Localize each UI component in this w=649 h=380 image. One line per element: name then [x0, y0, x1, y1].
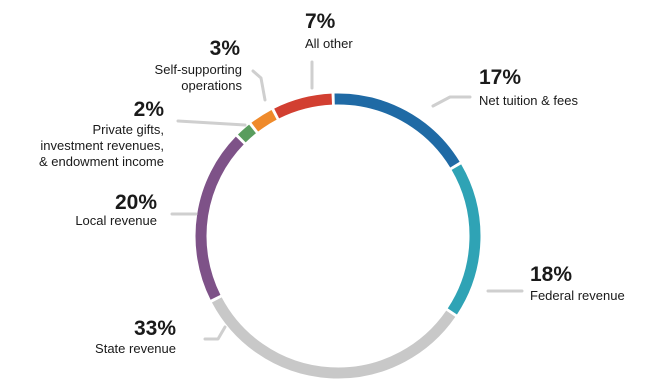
slice-label-private-gifts-line3: & endowment income: [39, 154, 164, 169]
slice-label-self-supporting-line1: Self-supporting: [155, 62, 242, 77]
slice-label-local: Local revenue: [75, 213, 157, 228]
donut-slice-all-other: [274, 93, 333, 119]
pct-label-all-other: 7%: [305, 10, 336, 33]
slice-label-federal: Federal revenue: [530, 288, 625, 303]
leader-private-gifts: [176, 119, 247, 127]
donut-slice-state-revenue: [211, 297, 456, 379]
leader-lines: [170, 60, 524, 341]
pct-label-local: 20%: [115, 191, 157, 214]
donut-slice-private-gifts-investment-revenues-endowment-income: [237, 124, 257, 143]
leader-state: [203, 325, 227, 341]
slice-label-net-tuition: Net tuition & fees: [479, 93, 578, 108]
pct-label-federal: 18%: [530, 263, 572, 286]
slice-label-private-gifts-line1: Private gifts,: [92, 122, 164, 137]
pct-label-state: 33%: [134, 317, 176, 340]
slice-label-state: State revenue: [95, 341, 176, 356]
leader-self-supporting: [251, 69, 267, 102]
donut-slices: [195, 93, 481, 379]
pct-label-self-supporting: 3%: [210, 37, 241, 60]
donut-slice-federal-revenue: [447, 164, 481, 315]
donut-slice-net-tuition-fees: [334, 93, 460, 168]
donut-slice-self-supporting-operations: [251, 109, 277, 132]
slice-label-all-other: All other: [305, 36, 353, 51]
slice-label-private-gifts-line2: investment revenues,: [40, 138, 164, 153]
donut-slice-local-revenue: [195, 136, 244, 300]
pct-label-net-tuition: 17%: [479, 66, 521, 89]
slice-label-self-supporting-line2: operations: [181, 78, 242, 93]
pct-label-private-gifts: 2%: [134, 98, 165, 121]
leader-net-tuition: [431, 95, 472, 108]
